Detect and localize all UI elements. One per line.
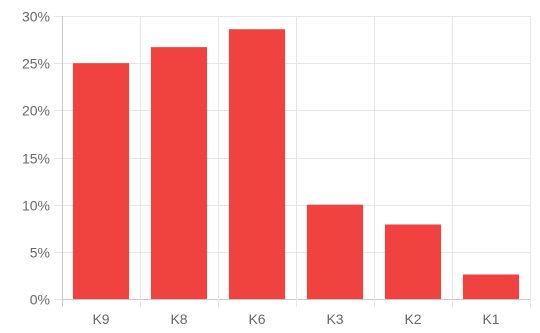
bar-k3 [306,204,364,299]
x-tick-label: K6 [248,311,265,327]
y-tick-label: 15% [22,151,50,167]
x-tick-label: K3 [326,311,343,327]
y-tick-label: 10% [22,198,50,214]
y-tick-label: 5% [30,245,50,261]
bars [72,29,520,300]
y-tick-label: 25% [22,56,50,72]
x-tick-label: K9 [92,311,109,327]
y-tick-label: 30% [22,9,50,25]
y-tick-label: 20% [22,103,50,119]
y-tick-label: 0% [30,292,50,308]
axes [54,16,531,307]
x-tick-label: K2 [404,311,421,327]
bar-k6 [228,29,286,300]
gridlines [62,16,531,299]
x-tick-label: K8 [170,311,187,327]
bar-k9 [72,63,130,299]
tick-labels: 0% 5% 10% 15% 20% 25% 30% K9 K8 K6 K3 K2 K1 [22,9,500,328]
bar-k8 [150,47,208,299]
x-tick-label: K1 [482,311,499,327]
bar-k2 [384,224,442,299]
bar-k1 [462,274,520,299]
